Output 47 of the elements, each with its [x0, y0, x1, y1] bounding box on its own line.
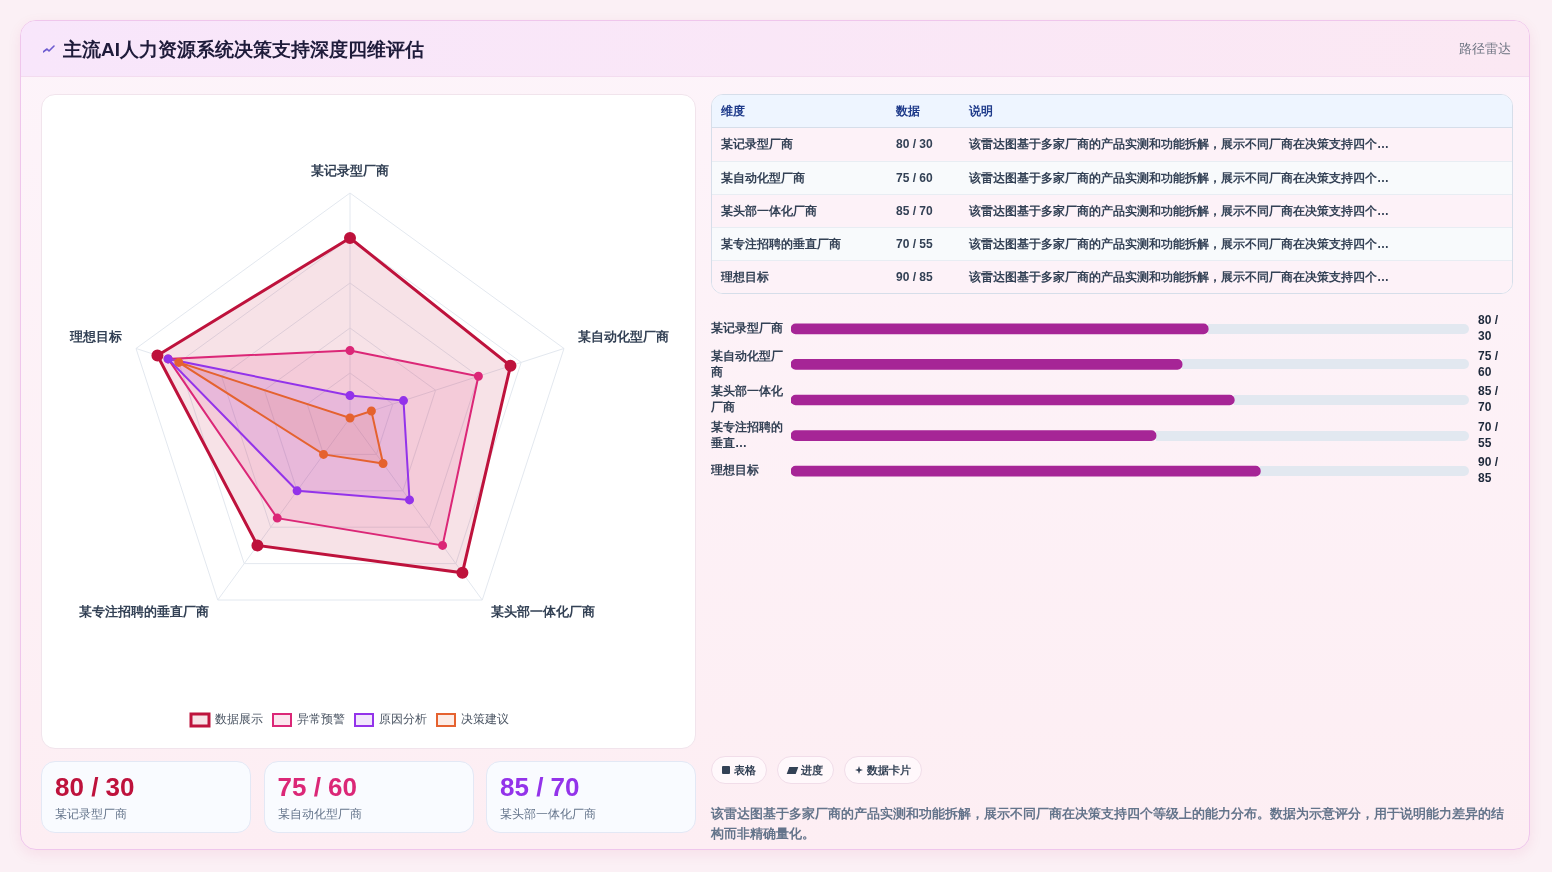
text: 75 / 60 [277, 772, 358, 802]
category-label: 某自动化型厂商 [721, 170, 805, 187]
text: 数据卡片 [867, 762, 911, 778]
spoke-label: 理想目标 [68, 328, 122, 344]
text: 数据 [896, 103, 920, 120]
category-label: 某头部一体化厂商 [721, 203, 817, 220]
text: 说明 [969, 103, 993, 120]
category-label: 某记录型厂商 [55, 806, 127, 822]
text: 该雷达图基于多家厂商的产品实测和功能拆解，展示不同厂商在决策支持四个… [969, 170, 1389, 187]
y-tick-label: 某头部一体化厂商 [710, 384, 784, 415]
spoke-label: 某记录型厂商 [310, 163, 389, 179]
text: 该雷达图基于多家厂商的产品实测和功能拆解，展示不同厂商在决策支持四个… [969, 269, 1389, 286]
data-label: 80 / 30 [1478, 313, 1499, 344]
legend-label: 数据展示 [215, 712, 263, 727]
text: 70 / 55 [896, 237, 933, 251]
text: 进度 [801, 762, 823, 778]
legend-label: 原因分析 [379, 712, 427, 727]
text: 该雷达图基于多家厂商的产品实测和功能拆解，展示不同厂商在决策支持四个… [969, 236, 1389, 253]
category-label: 某头部一体化厂商 [500, 806, 596, 822]
text: 85 / 70 [896, 204, 933, 218]
text: 表格 [734, 762, 756, 778]
y-tick-label: 某专注招聘的垂直… [710, 419, 783, 450]
spoke-label: 某头部一体化厂商 [490, 603, 596, 619]
spoke-label: 某自动化型厂商 [577, 328, 670, 344]
spoke-label: 某专注招聘的垂直厂商 [77, 603, 209, 619]
legend-label: 异常预警 [297, 712, 345, 727]
y-tick-label: 某自动化型厂商 [710, 348, 783, 379]
data-label: 90 / 85 [1478, 455, 1499, 486]
chart-title: 主流AI人力资源系统决策支持深度四维评估 [63, 38, 424, 62]
data-label: 70 / 55 [1478, 419, 1499, 450]
y-tick-label: 某记录型厂商 [710, 321, 783, 336]
data-label: 85 / 70 [1478, 384, 1499, 415]
text: 75 / 60 [896, 171, 933, 185]
y-tick-label: 理想目标 [710, 463, 759, 478]
text: 85 / 70 [500, 772, 580, 802]
text: 该雷达图基于多家厂商的产品实测和功能拆解，展示不同厂商在决策支持四个… [969, 136, 1389, 153]
text: 80 / 30 [896, 137, 933, 151]
category-label: 某自动化型厂商 [277, 806, 362, 822]
text: 80 / 30 [55, 772, 135, 802]
text: 该雷达图基于多家厂商的产品实测和功能拆解，展示不同厂商在决策支持四个等级上的能力分布。数据为示意评分，用于说明能力差异的结构而非精确量化。 [711, 805, 1505, 843]
text: 维度 [721, 103, 745, 120]
text: 90 / 85 [896, 270, 933, 284]
legend-label: 决策建议 [461, 712, 509, 727]
data-label: 75 / 60 [1478, 348, 1499, 379]
category-label: 某专注招聘的垂直厂商 [721, 236, 841, 253]
text: 路径雷达 [1459, 40, 1511, 58]
text: 该雷达图基于多家厂商的产品实测和功能拆解，展示不同厂商在决策支持四个… [969, 203, 1389, 220]
